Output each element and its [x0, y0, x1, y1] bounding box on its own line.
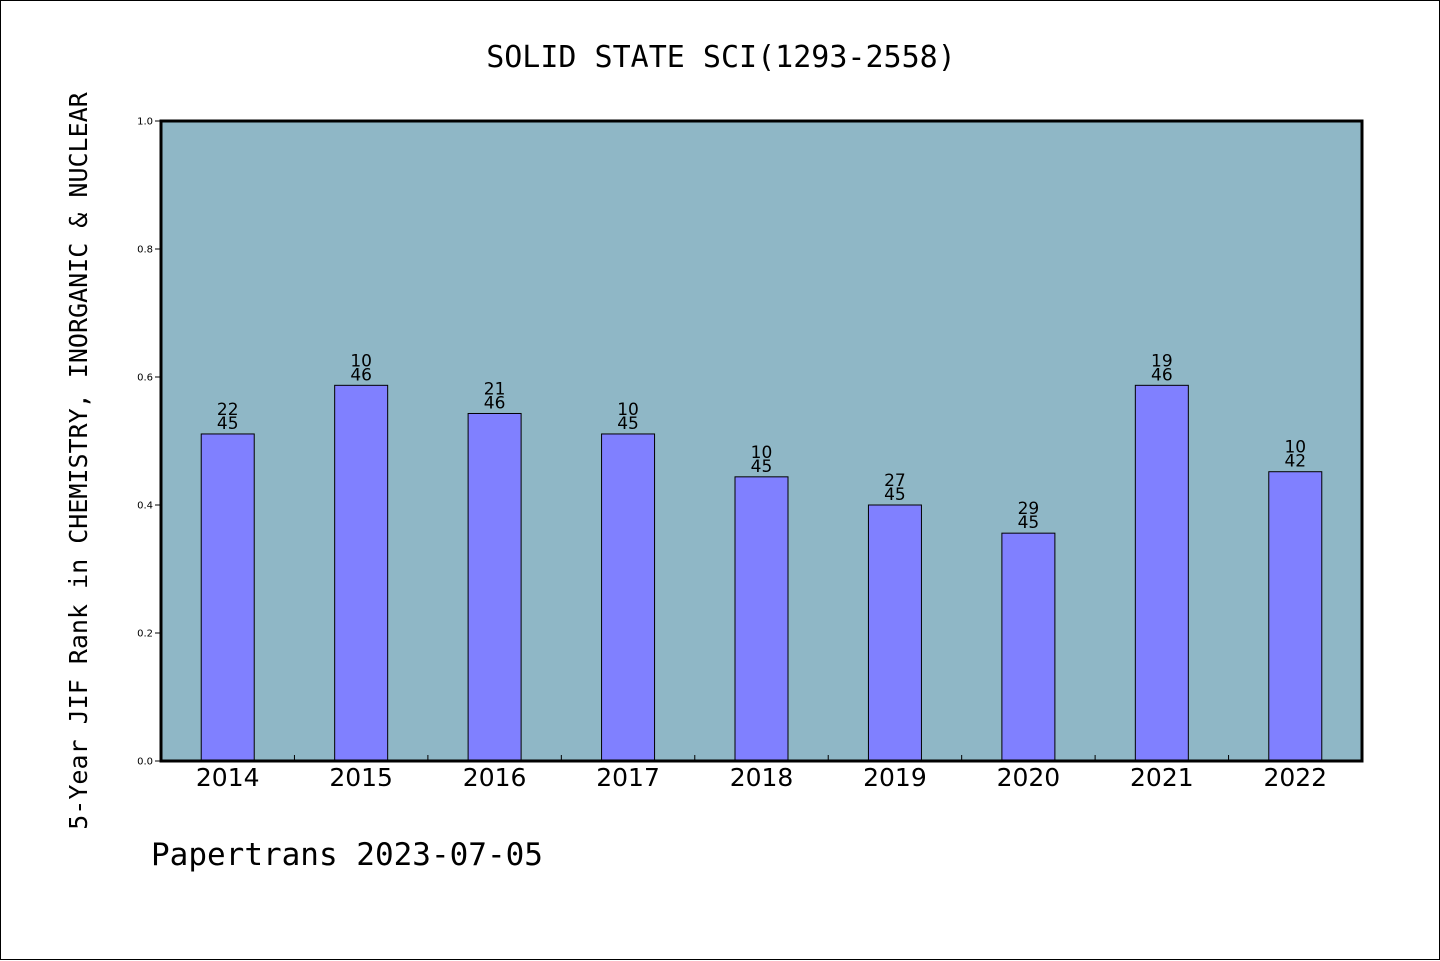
bar-2014	[200, 433, 255, 762]
bar-rank-label: 27	[884, 471, 906, 491]
source-footer: Papertrans 2023-07-05	[151, 837, 543, 873]
bars-group	[200, 384, 1323, 762]
x-tick-labels-group: 2014 2015 2016 2017 2018 2019 2020 2021 2022	[196, 763, 1327, 792]
plot-area	[159, 119, 1364, 763]
y-axis-label: 5-Year JIF Rank in CHEMISTRY, INORGANIC …	[64, 91, 93, 829]
bar-2015	[334, 384, 389, 762]
bar-total-label: 45	[751, 457, 773, 477]
bar-rank-label: 10	[350, 351, 372, 371]
bar-total-label: 45	[1018, 513, 1040, 533]
bar-rank-label: 29	[1018, 499, 1040, 519]
x-tick-label: 2020	[997, 763, 1061, 792]
bar-2020	[1001, 532, 1056, 762]
y-tick-label: 1.0	[137, 117, 153, 128]
x-tick-label: 2016	[463, 763, 527, 792]
bar-2019	[867, 504, 922, 762]
y-tick-label: 0.4	[137, 501, 153, 512]
bar-rank-label: 22	[217, 400, 239, 420]
x-tick-label: 2022	[1263, 763, 1327, 792]
y-axis-ticks: 0.0 0.2 0.4 0.6 0.8 1.0	[137, 117, 161, 768]
bar-total-label: 42	[1284, 452, 1306, 472]
x-tick-label: 2015	[329, 763, 393, 792]
x-tick-label: 2014	[196, 763, 260, 792]
bar-total-label: 45	[884, 485, 906, 505]
x-tick-label: 2017	[596, 763, 660, 792]
bar-total-label: 46	[484, 393, 506, 413]
bar-2018	[734, 476, 789, 762]
chart-title: SOLID STATE SCI(1293-2558)	[486, 40, 956, 75]
x-tick-label: 2018	[730, 763, 794, 792]
bar-rank-label: 10	[617, 400, 639, 420]
bar-total-label: 45	[617, 414, 639, 434]
bar-rank-label: 19	[1151, 351, 1173, 371]
bar-2017	[601, 433, 656, 762]
bar-total-label: 45	[217, 414, 239, 434]
bar-2021	[1134, 384, 1189, 762]
y-tick-label: 0.6	[137, 373, 153, 384]
bar-rank-label: 10	[751, 443, 773, 463]
bar-total-label: 46	[350, 365, 372, 385]
bar-2016	[467, 412, 522, 762]
bar-rank-label: 21	[484, 379, 506, 399]
y-tick-label: 0.0	[137, 757, 153, 768]
y-tick-label: 0.8	[137, 245, 153, 256]
bar-2022	[1268, 471, 1323, 762]
x-tick-label: 2019	[863, 763, 927, 792]
x-tick-label: 2021	[1130, 763, 1194, 792]
y-tick-label: 0.2	[137, 629, 153, 640]
bar-rank-label: 10	[1284, 438, 1306, 458]
bar-total-label: 46	[1151, 365, 1173, 385]
